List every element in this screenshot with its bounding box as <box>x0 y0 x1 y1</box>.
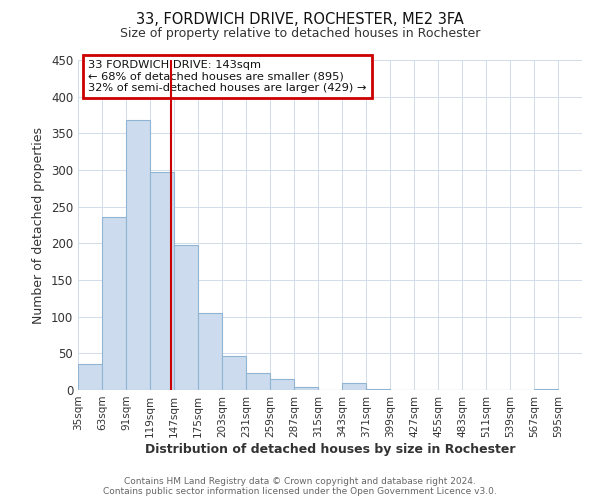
Bar <box>151 172 173 390</box>
Bar <box>199 313 221 390</box>
Text: Contains HM Land Registry data © Crown copyright and database right 2024.: Contains HM Land Registry data © Crown c… <box>124 477 476 486</box>
Bar <box>295 387 317 390</box>
Bar <box>271 379 293 390</box>
X-axis label: Distribution of detached houses by size in Rochester: Distribution of detached houses by size … <box>145 442 515 456</box>
Bar <box>79 364 101 390</box>
Bar <box>175 245 197 390</box>
Bar <box>223 356 245 390</box>
Bar <box>127 120 149 390</box>
Text: 33, FORDWICH DRIVE, ROCHESTER, ME2 3FA: 33, FORDWICH DRIVE, ROCHESTER, ME2 3FA <box>136 12 464 28</box>
Bar <box>103 217 125 390</box>
Text: Size of property relative to detached houses in Rochester: Size of property relative to detached ho… <box>120 28 480 40</box>
Text: Contains public sector information licensed under the Open Government Licence v3: Contains public sector information licen… <box>103 487 497 496</box>
Bar <box>247 373 269 390</box>
Text: 33 FORDWICH DRIVE: 143sqm
← 68% of detached houses are smaller (895)
32% of semi: 33 FORDWICH DRIVE: 143sqm ← 68% of detac… <box>88 60 367 93</box>
Bar <box>343 382 365 390</box>
Y-axis label: Number of detached properties: Number of detached properties <box>32 126 46 324</box>
